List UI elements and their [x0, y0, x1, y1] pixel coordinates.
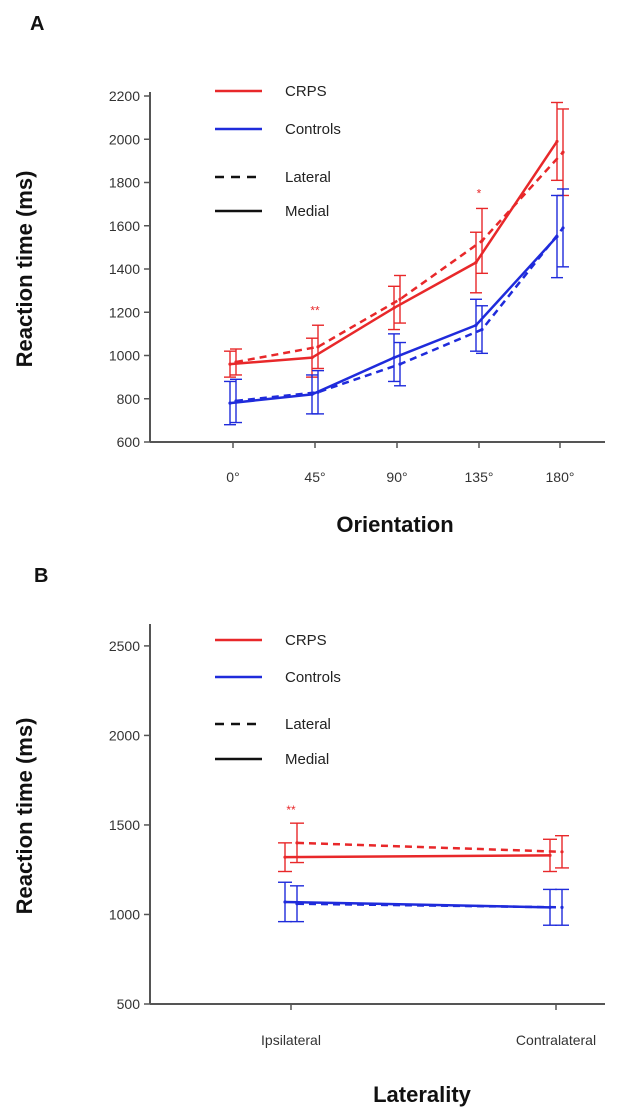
legend-label: Controls — [285, 669, 341, 686]
significance-marker: ** — [286, 803, 296, 817]
y-tick-label: 2200 — [109, 88, 140, 104]
y-axis-title: Reaction time (ms) — [12, 718, 37, 915]
significance-marker: * — [477, 187, 482, 201]
legend: CRPS Controls Lateral Medial — [215, 632, 341, 768]
y-tick-label: 1000 — [109, 906, 140, 922]
y-tick-label: 1600 — [109, 218, 140, 234]
data-point — [310, 356, 314, 360]
data-point — [560, 850, 564, 854]
data-point — [228, 362, 232, 366]
y-tick-label: 1800 — [109, 175, 140, 191]
y-axis-title: Reaction time (ms) — [12, 171, 37, 368]
x-tick-label: 180° — [546, 469, 575, 485]
legend-label: CRPS — [285, 632, 327, 649]
y-tick-label: 1500 — [109, 817, 140, 833]
x-tick-label: Contralateral — [516, 1032, 596, 1048]
legend-label: Lateral — [285, 169, 331, 186]
data-point — [295, 902, 299, 906]
data-point — [392, 356, 396, 360]
y-tick-label: 1200 — [109, 304, 140, 320]
legend-label: Controls — [285, 121, 341, 138]
data-point — [474, 323, 478, 327]
data-point — [474, 260, 478, 265]
data-point — [398, 297, 402, 301]
data-point — [283, 855, 287, 859]
legend-label: Medial — [285, 751, 329, 768]
x-axis-title: Laterality — [373, 1082, 472, 1107]
y-tick-label: 800 — [117, 391, 141, 407]
data-point — [295, 841, 299, 845]
y-tick-label: 2000 — [109, 131, 140, 147]
data-point — [398, 362, 402, 366]
x-tick-label: 0° — [226, 469, 239, 485]
series-line-crps-medial — [229, 140, 559, 366]
data-point — [392, 306, 396, 310]
significance-marker: ** — [310, 303, 320, 317]
legend-label: CRPS — [285, 83, 327, 100]
y-tick-label: 1000 — [109, 348, 140, 364]
x-tick-label: Ipsilateral — [261, 1032, 321, 1048]
data-point — [561, 150, 565, 154]
series-line-crps-medial — [284, 854, 551, 859]
y-tick-label: 2500 — [109, 638, 140, 654]
y-tick-label: 1400 — [109, 261, 140, 277]
data-point — [561, 226, 565, 230]
data-point — [316, 390, 320, 394]
x-axis-title: Orientation — [336, 512, 453, 537]
data-point — [548, 853, 552, 857]
legend-label: Lateral — [285, 716, 331, 733]
data-point — [228, 401, 232, 405]
x-tick-label: 135° — [465, 469, 494, 485]
data-point — [234, 399, 238, 403]
data-point — [555, 139, 559, 144]
data-point — [480, 327, 484, 332]
series-line-controls-lateral — [296, 902, 563, 909]
data-point — [316, 345, 320, 349]
series-line-crps-lateral — [235, 151, 564, 364]
data-point — [560, 905, 564, 909]
series-line-crps-lateral — [296, 841, 563, 854]
panel-label: A — [30, 13, 44, 35]
data-point — [480, 239, 484, 243]
legend-label: Medial — [285, 203, 329, 220]
y-tick-label: 600 — [117, 434, 141, 450]
legend: CRPS Controls Lateral Medial — [215, 83, 341, 220]
panel-b: B 500 1000 1500 2000 2500 Ipsilateral Contralat… — [12, 565, 605, 1107]
y-tick-label: 500 — [117, 996, 141, 1012]
panel-label: B — [34, 565, 48, 587]
panel-a: A 600 800 1000 1200 1400 1600 1800 2000 2200 0° 45°… — [12, 13, 605, 537]
y-tick-label: 2000 — [109, 727, 140, 743]
x-tick-label: 45° — [304, 469, 325, 485]
data-point — [283, 900, 287, 904]
x-tick-label: 90° — [386, 469, 407, 485]
data-point — [234, 360, 238, 364]
